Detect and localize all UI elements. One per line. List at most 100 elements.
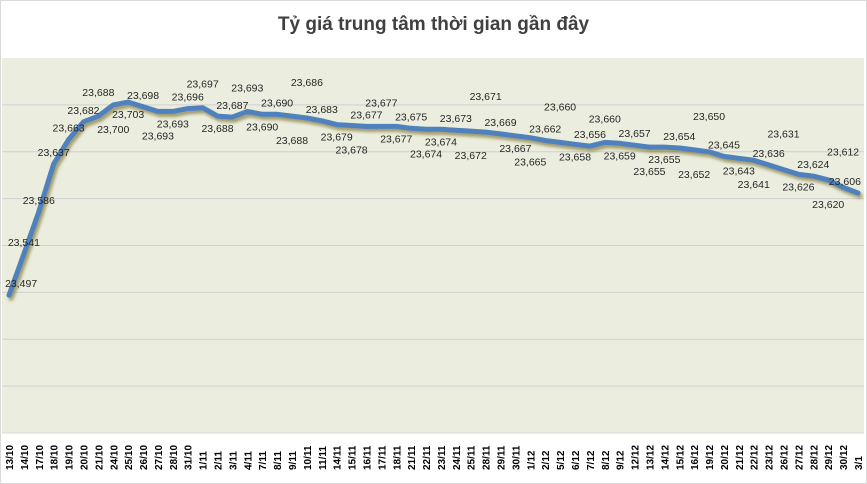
data-point [439,128,442,131]
x-tick-label: 25/10 [124,445,135,470]
data-point [365,125,368,128]
data-label: 23,675 [395,111,427,123]
x-tick-label: 10/11 [303,445,314,470]
data-label: 23,693 [157,118,189,130]
data-point [37,210,40,213]
data-label: 23,696 [172,92,204,104]
data-label: 23,667 [499,143,531,155]
x-tick-label: 1/11 [199,451,210,470]
data-point [231,116,234,119]
data-point [514,134,517,137]
data-point [574,143,576,146]
data-point [52,162,55,165]
data-label: 23,659 [604,150,636,162]
data-point [97,115,100,118]
data-point [737,157,740,160]
data-label: 23,693 [231,82,263,94]
data-label: 23,673 [440,113,472,125]
x-tick-label: 2/12 [541,450,552,470]
data-label: 23,683 [306,104,338,116]
series-line [6,99,861,298]
x-tick-label: 12/12 [631,445,642,470]
x-tick-label: 7/11 [258,451,269,470]
data-label: 23,654 [663,131,695,143]
data-label: 23,612 [827,146,859,158]
data-point [156,110,159,113]
data-point [678,147,681,149]
x-tick-label: 14/12 [660,445,671,470]
data-label: 23,690 [246,121,278,133]
data-label: 23,541 [8,237,40,249]
data-point [380,125,383,128]
x-tick-label: 21/10 [94,445,105,470]
x-tick-label: 24/11 [452,445,463,470]
data-point [454,129,457,132]
data-point [186,107,189,110]
x-tick-label: 8/12 [601,450,612,470]
data-point [633,144,636,147]
data-label: 23,677 [380,133,412,145]
data-label: 23,672 [455,150,487,162]
data-point [22,252,25,255]
data-label: 23,662 [529,124,561,136]
x-tick-label: 5/12 [556,450,567,470]
data-point [171,110,174,113]
data-point [335,123,338,126]
data-label: 23,656 [574,129,606,141]
x-tick-label: 22/11 [422,445,433,470]
data-label: 23,674 [425,136,457,148]
data-label: 23,688 [276,135,308,147]
data-label: 23,660 [544,101,576,113]
data-label: 23,703 [112,109,144,121]
x-tick-label: 14/11 [333,445,344,470]
data-label: 23,655 [648,154,680,166]
x-tick-label: 9/11 [288,451,299,470]
x-tick-label: 19/10 [65,445,76,470]
x-tick-label: 17/10 [35,445,46,470]
data-label: 23,688 [82,87,114,99]
x-tick-label: 29/12 [824,445,835,470]
data-point [708,150,711,153]
data-label: 23,698 [127,90,159,102]
data-label: 23,678 [336,145,368,157]
data-point [752,159,755,162]
chart-title: Tỷ giá trung tâm thời gian gần đây [277,14,590,35]
data-point [291,115,293,118]
data-point [648,146,651,149]
x-tick-label: 23/12 [765,445,776,470]
data-point [127,101,130,104]
data-label: 23,697 [187,79,219,91]
data-label: 23,650 [693,111,725,123]
data-point [305,117,308,119]
data-point [350,124,353,127]
data-point [857,192,859,194]
data-label: 23,688 [201,123,233,135]
x-tick-label: 13/10 [5,445,16,470]
data-label: 23,686 [291,77,323,89]
data-label: 23,631 [767,129,799,141]
data-label: 23,677 [350,109,382,121]
x-tick-label: 16/12 [690,445,701,470]
data-label: 23,665 [514,157,546,169]
data-point [827,178,830,181]
x-tick-label: 9/12 [616,450,627,470]
x-tick-label: 16/11 [362,445,373,470]
data-label: 23,658 [559,151,591,163]
data-label: 23,636 [753,148,785,160]
x-tick-label: 17/11 [377,445,388,470]
data-label: 23,645 [708,139,740,151]
data-label: 23,637 [38,147,70,159]
x-tick-label: 7/12 [586,450,597,470]
data-point [201,106,204,109]
data-label: 23,671 [470,91,502,103]
x-tick-label: 28/11 [482,445,493,470]
x-tick-label: 21/12 [735,445,746,470]
data-label: 23,669 [484,117,516,129]
x-tick-label: 25/11 [467,445,478,470]
data-point [782,168,785,171]
x-tick-label: 29/11 [497,445,508,470]
data-label: 23,660 [589,113,621,125]
data-label: 23,693 [142,130,174,142]
x-tick-label: 20/12 [720,445,731,470]
